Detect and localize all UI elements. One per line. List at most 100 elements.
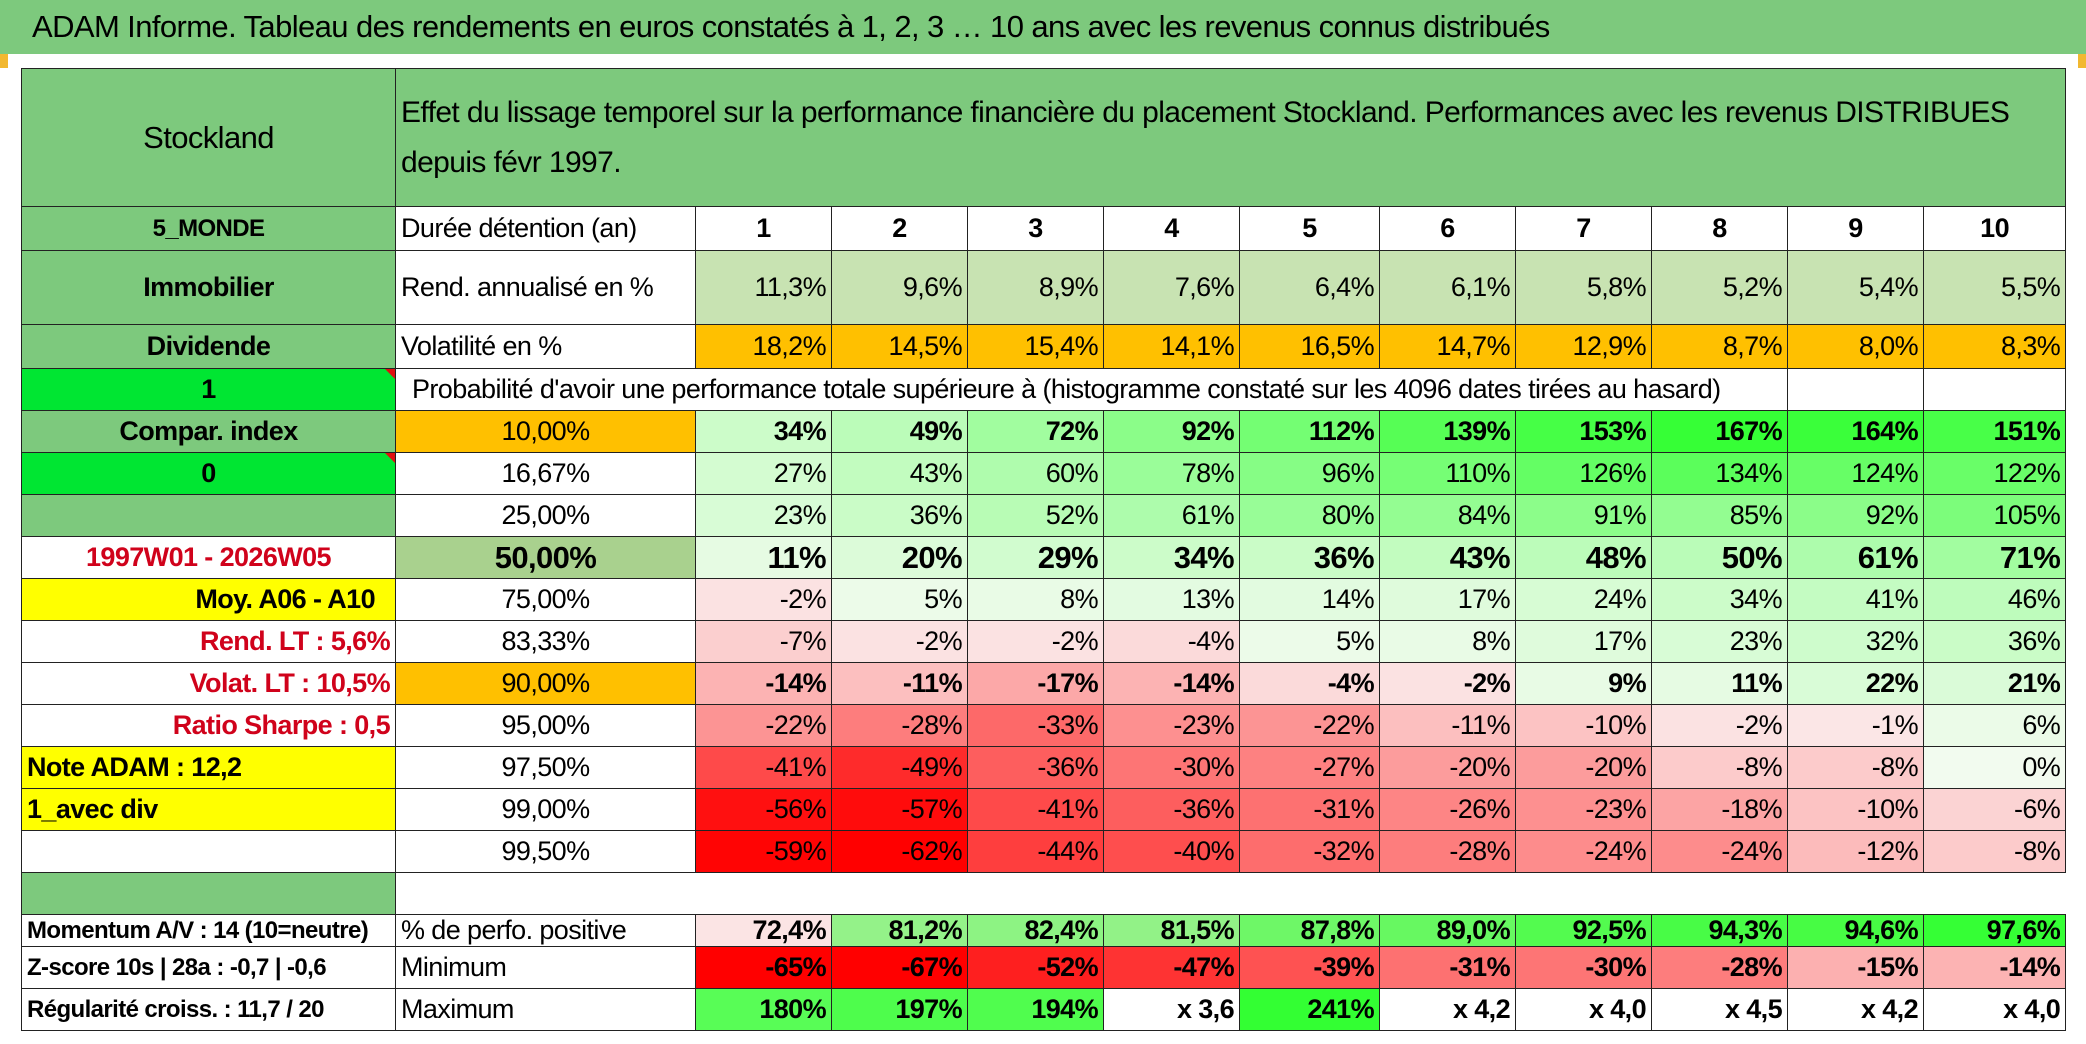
period-label: 1997W01 - 2026W05	[21, 536, 396, 579]
minimum-row: Z-score 10s | 28a : -0,7 | -0,6 Minimum -6…	[21, 946, 2067, 989]
quantile-cell: 22%	[1787, 662, 1924, 705]
mode-label: 1_avec div	[21, 788, 396, 831]
quantile-cell: -20%	[1379, 746, 1516, 789]
quantile-cell: 61%	[1103, 494, 1240, 537]
quantile-cell: 27%	[695, 452, 832, 495]
positive-cell: 72,4%	[695, 914, 832, 947]
quantile-cell: -27%	[1239, 746, 1380, 789]
quantile-cell: -14%	[695, 662, 832, 705]
quantile-cell: 85%	[1651, 494, 1788, 537]
quantile-label: 75,00%	[395, 578, 696, 621]
quantile-cell: -2%	[967, 620, 1104, 663]
quantile-cell: 134%	[1651, 452, 1788, 495]
vol-row: Dividende Volatilité en % 18,2% 14,5% 15,4% 1…	[21, 324, 2067, 369]
positive-cell: 92,5%	[1515, 914, 1652, 947]
quantile-cell: 5%	[1239, 620, 1380, 663]
vol-cell: 14,7%	[1379, 324, 1516, 369]
quantile-cell: 52%	[967, 494, 1104, 537]
empty-green-cell	[21, 494, 396, 537]
quantile-cell: 78%	[1103, 452, 1240, 495]
positive-cell: 94,6%	[1787, 914, 1924, 947]
quantile-cell: 110%	[1379, 452, 1516, 495]
vol-cell: 12,9%	[1515, 324, 1652, 369]
year-header: 10	[1922, 206, 2067, 251]
quantile-cell: 50%	[1651, 536, 1788, 579]
rend-cell: 8,9%	[967, 250, 1104, 325]
quantile-cell: -30%	[1103, 746, 1240, 789]
quantile-row: Compar. index 10,00% 34% 49% 72% 92% 112% 139% 1…	[21, 410, 2067, 453]
quantile-label: 99,50%	[395, 830, 696, 873]
positive-label: % de perfo. positive	[395, 914, 696, 947]
quantile-cell: 84%	[1379, 494, 1516, 537]
quantile-cell: -57%	[831, 788, 968, 831]
quantile-cell: -4%	[1103, 620, 1240, 663]
quantile-cell: 34%	[695, 410, 832, 453]
maximum-cell: x 4,2	[1379, 988, 1516, 1031]
quantile-cell: 126%	[1515, 452, 1652, 495]
minimum-cell: -67%	[831, 946, 968, 989]
minimum-cell: -47%	[1103, 946, 1240, 989]
maximum-cell: 180%	[695, 988, 832, 1031]
quantile-row: 1_avec div 99,00% -56% -57% -41% -36% -31% -26%…	[21, 788, 2067, 831]
maximum-cell: x 4,0	[1922, 988, 2067, 1031]
quantile-row: 25,00% 23% 36% 52% 61% 80% 84% 91% 85% 92% 105%	[21, 494, 2067, 537]
year-header: 7	[1515, 206, 1652, 251]
quantile-cell: -8%	[1922, 830, 2067, 873]
vol-label: Volatilité en %	[395, 324, 696, 369]
regularite-label: Régularité croiss. : 11,7 / 20	[21, 988, 396, 1031]
quantile-row: Moy. A06 - A10 75,00% -2% 5% 8% 13% 14% 17% 24% 3…	[21, 578, 2067, 621]
quantile-cell: 6%	[1922, 704, 2067, 747]
quantile-cell: -62%	[831, 830, 968, 873]
quantile-cell: 36%	[1922, 620, 2067, 663]
quantile-cell: 34%	[1651, 578, 1788, 621]
quantile-cell: 96%	[1239, 452, 1380, 495]
quantile-cell: 80%	[1239, 494, 1380, 537]
quantile-cell: -2%	[1651, 704, 1788, 747]
quantile-cell: 24%	[1515, 578, 1652, 621]
quantile-cell: 46%	[1922, 578, 2067, 621]
quantile-label: 95,00%	[395, 704, 696, 747]
quantile-row: Rend. LT : 5,6% 83,33% -7% -2% -2% -4% 5% 8% 17%…	[21, 620, 2067, 663]
year-header: 9	[1787, 206, 1924, 251]
proba-row: 1 Probabilité d'avoir une performance tot…	[21, 368, 2067, 411]
quantile-cell: 49%	[831, 410, 968, 453]
quantile-cell: -56%	[695, 788, 832, 831]
maximum-cell: 194%	[967, 988, 1104, 1031]
quantile-cell: -8%	[1787, 746, 1924, 789]
rend-cell: 6,1%	[1379, 250, 1516, 325]
sector-label: Immobilier	[21, 250, 396, 325]
quantile-cell: 29%	[967, 536, 1104, 579]
duration-label: Durée détention (an)	[395, 206, 696, 251]
moy-label: Moy. A06 - A10	[21, 578, 396, 621]
quantile-cell: -4%	[1239, 662, 1380, 705]
quantile-cell: 9%	[1515, 662, 1652, 705]
quantile-label: 97,50%	[395, 746, 696, 789]
quantile-row: Ratio Sharpe : 0,5 95,00% -22% -28% -33% -23%…	[21, 704, 2067, 747]
quantile-cell: 32%	[1787, 620, 1924, 663]
quantile-cell: 92%	[1103, 410, 1240, 453]
quantile-cell: 5%	[831, 578, 968, 621]
quantile-cell: -28%	[1379, 830, 1516, 873]
quantile-cell: -32%	[1239, 830, 1380, 873]
note-label: Note ADAM : 12,2	[21, 746, 396, 789]
rend-cell: 5,8%	[1515, 250, 1652, 325]
rend-cell: 6,4%	[1239, 250, 1380, 325]
zscore-label: Z-score 10s | 28a : -0,7 | -0,6	[21, 946, 396, 989]
quantile-cell: 153%	[1515, 410, 1652, 453]
year-header: 6	[1379, 206, 1516, 251]
quantile-row: 99,50% -59% -62% -44% -40% -32% -28% -24% -24% -1…	[21, 830, 2067, 873]
quantile-cell: 164%	[1787, 410, 1924, 453]
maximum-cell: x 4,0	[1515, 988, 1652, 1031]
positive-cell: 87,8%	[1239, 914, 1380, 947]
minimum-cell: -31%	[1379, 946, 1516, 989]
quantile-cell: -28%	[831, 704, 968, 747]
vol-cell: 14,1%	[1103, 324, 1240, 369]
minimum-label: Minimum	[395, 946, 696, 989]
quantile-cell: -33%	[967, 704, 1104, 747]
year-header: 4	[1103, 206, 1240, 251]
quantile-cell: -23%	[1103, 704, 1240, 747]
quantile-cell: -18%	[1651, 788, 1788, 831]
minimum-cell: -65%	[695, 946, 832, 989]
minimum-cell: -30%	[1515, 946, 1652, 989]
quantile-row: 1997W01 - 2026W05 50,00% 11% 20% 29% 34% 36% 43…	[21, 536, 2067, 579]
